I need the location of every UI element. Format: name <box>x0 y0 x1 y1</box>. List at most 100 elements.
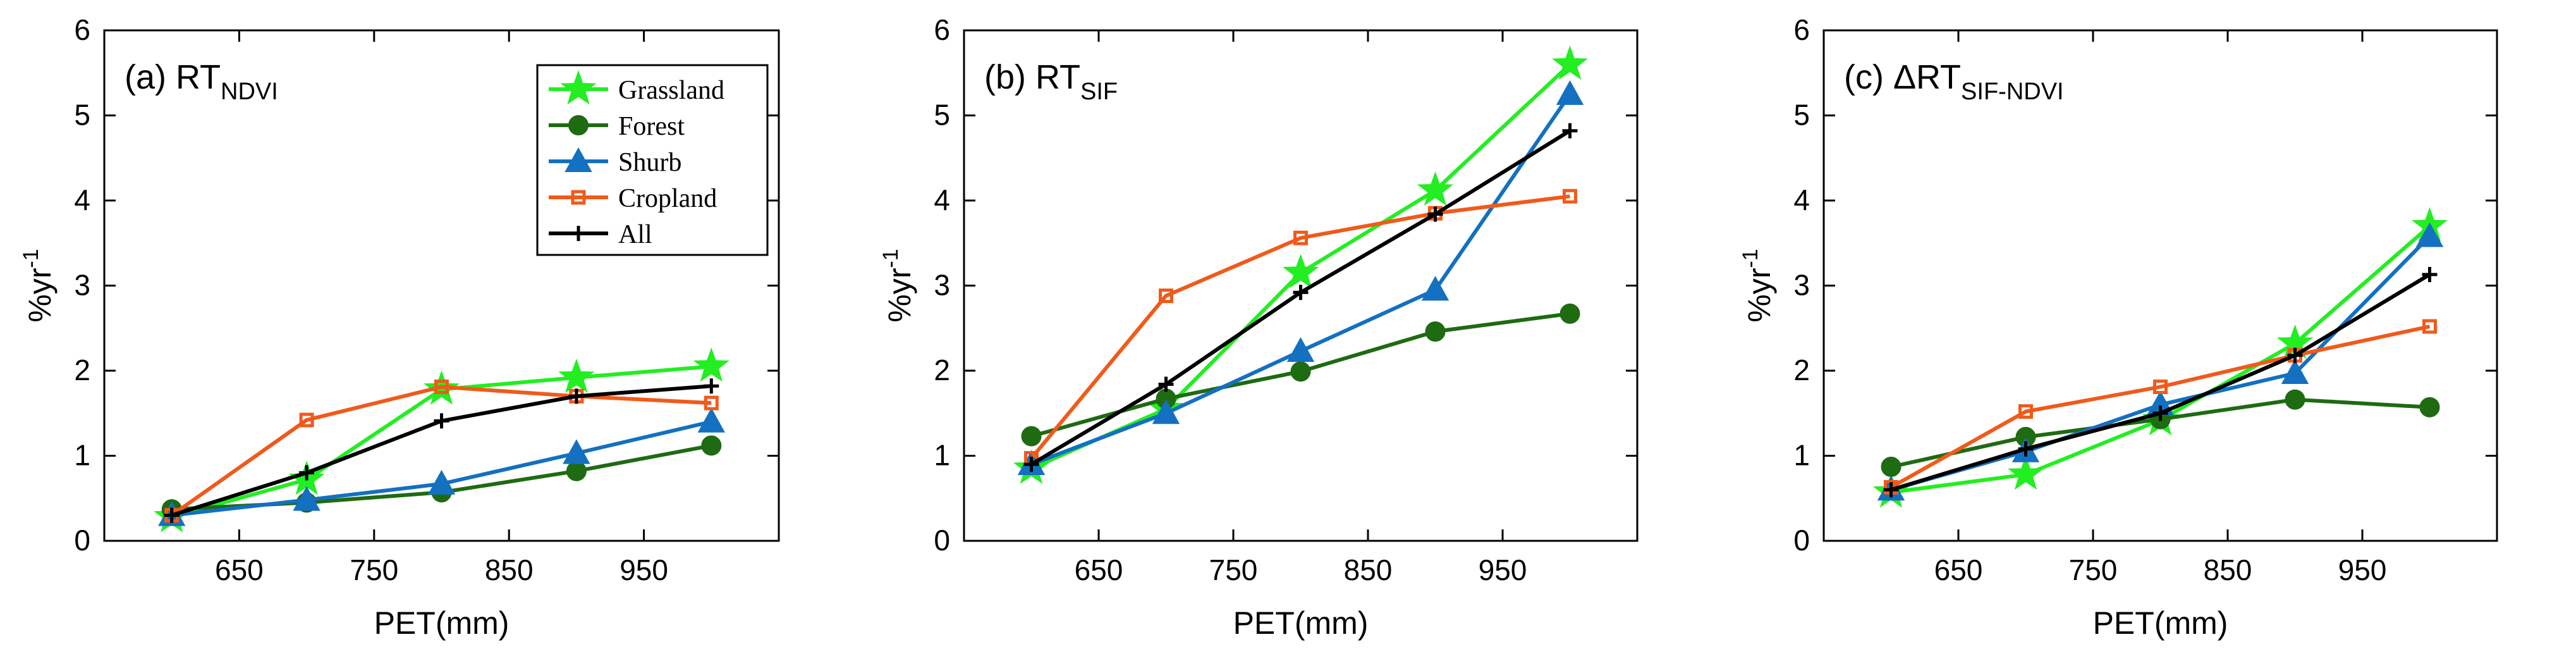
data-point-cropland <box>1563 189 1577 204</box>
series-all <box>1023 123 1578 472</box>
y-axis-label-main: %yr <box>22 268 58 323</box>
data-point-grassland <box>2007 455 2044 490</box>
legend-entry-grassland: Grassland <box>549 70 724 105</box>
x-tick-label: 650 <box>215 553 264 586</box>
data-point-cropland <box>1159 288 1173 304</box>
legend-marker-forest <box>568 115 589 135</box>
x-axis-label: PET(mm) <box>374 605 510 641</box>
y-tick-label: 2 <box>74 354 90 386</box>
data-point-all <box>1158 376 1174 392</box>
x-tick-label: 950 <box>1479 553 1527 586</box>
data-point-all <box>1427 206 1443 222</box>
data-point-forest <box>701 435 722 456</box>
y-axis-label: %yr-1 <box>879 249 917 322</box>
x-tick-label: 650 <box>1075 553 1123 586</box>
data-point-all <box>704 378 719 394</box>
legend-marker-cropland <box>571 190 586 205</box>
data-point-all <box>1293 285 1309 300</box>
data-point-forest <box>2285 389 2305 410</box>
panel-title: (b) RTSIF <box>984 58 1118 105</box>
legend-marker-grassland <box>560 70 597 105</box>
y-tick-label: 1 <box>1793 439 1810 472</box>
y-axis-label-superscript: -1 <box>19 249 43 268</box>
legend-entry-shurb: Shurb <box>549 147 681 177</box>
data-point-all <box>2287 347 2303 363</box>
data-point-grassland <box>1282 254 1319 288</box>
legend-marker-all <box>571 226 586 241</box>
panel-title-main: (b) RT <box>984 58 1080 96</box>
y-tick-label: 3 <box>1793 269 1810 302</box>
x-axis-label: PET(mm) <box>2093 605 2228 641</box>
data-point-shurb <box>2415 222 2444 247</box>
data-point-all <box>434 413 449 429</box>
data-point-cropland <box>704 395 719 411</box>
series-line-cropland <box>1890 324 2431 489</box>
plot-area <box>1822 29 2498 542</box>
series-all <box>1883 267 2438 498</box>
series-line-cropland <box>170 385 712 517</box>
y-tick-label: 6 <box>74 13 90 46</box>
data-point-all <box>1562 123 1578 139</box>
data-point-shurb <box>1286 337 1315 362</box>
panel-title: (a) RTNDVI <box>125 58 278 105</box>
data-point-cropland <box>2018 404 2033 419</box>
data-point-forest <box>2419 397 2440 417</box>
data-point-cropland <box>2422 319 2437 334</box>
data-point-all <box>2018 441 2034 457</box>
data-point-shurb <box>2281 359 2309 385</box>
panel-title-subscript: SIF <box>1080 78 1118 105</box>
y-tick-label: 4 <box>74 183 90 216</box>
data-point-grassland <box>1417 171 1454 206</box>
y-tick-label: 3 <box>934 269 950 302</box>
x-tick-label: 850 <box>1344 553 1393 586</box>
series-all <box>164 378 719 523</box>
data-point-shurb <box>697 407 725 433</box>
panel-title-main: (c) ΔRT <box>1844 58 1961 96</box>
legend-label-cropland: Cropland <box>618 184 717 213</box>
panel-b: 0 1 2 3 4 5 6 650 750 850 950 PET(mm) %yr-1 (b) RTSIF <box>879 13 1639 641</box>
x-tick-label: 850 <box>2204 553 2252 586</box>
panel-a: 0 1 2 3 4 5 6 650 750 850 950 PET(mm) %yr-1 (a) RTNDV… <box>19 13 780 641</box>
data-point-shurb <box>293 486 320 511</box>
data-point-forest <box>566 460 587 481</box>
data-point-all <box>164 507 180 523</box>
x-tick-label: 950 <box>620 553 668 586</box>
data-point-forest <box>1560 303 1580 324</box>
y-tick-label: 0 <box>934 524 950 557</box>
data-point-shurb <box>1421 276 1450 301</box>
y-tick-label: 0 <box>1793 524 1810 557</box>
data-point-forest <box>1290 361 1311 382</box>
data-point-shurb <box>1556 80 1584 105</box>
x-tick-label: 850 <box>485 553 534 586</box>
x-axis-label: PET(mm) <box>1233 605 1369 641</box>
legend-marker-shurb <box>565 147 592 172</box>
y-axis-label-superscript: -1 <box>879 249 903 268</box>
data-point-all <box>2422 267 2438 283</box>
data-point-all <box>568 388 584 404</box>
series-line-cropland <box>1030 194 1570 460</box>
x-tick-label: 650 <box>1934 553 1983 586</box>
legend-entry-all: All <box>549 220 652 249</box>
y-tick-label: 4 <box>934 183 950 216</box>
data-point-shurb <box>1152 399 1180 424</box>
y-tick-label: 5 <box>1793 99 1810 132</box>
data-point-forest <box>1425 321 1446 342</box>
legend-label-forest: Forest <box>618 112 685 141</box>
data-point-forest <box>1021 426 1042 447</box>
y-tick-label: 3 <box>74 269 90 302</box>
legend-entry-forest: Forest <box>549 112 685 141</box>
legend-label-all: All <box>618 220 652 249</box>
y-axis-label: %yr-1 <box>19 249 58 322</box>
y-tick-label: 5 <box>934 99 950 132</box>
y-tick-label: 2 <box>1793 354 1810 386</box>
y-tick-label: 2 <box>934 354 950 386</box>
panel-title-main: (a) RT <box>125 58 221 96</box>
data-point-cropland <box>2153 380 2168 395</box>
x-tick-label: 750 <box>2069 553 2118 586</box>
legend: Grassland Forest Shurb Cropland All <box>536 64 769 256</box>
y-tick-label: 1 <box>74 439 90 472</box>
legend-entry-cropland: Cropland <box>549 184 717 213</box>
data-point-shurb <box>563 439 590 464</box>
y-axis-label-main: %yr <box>1742 268 1777 323</box>
